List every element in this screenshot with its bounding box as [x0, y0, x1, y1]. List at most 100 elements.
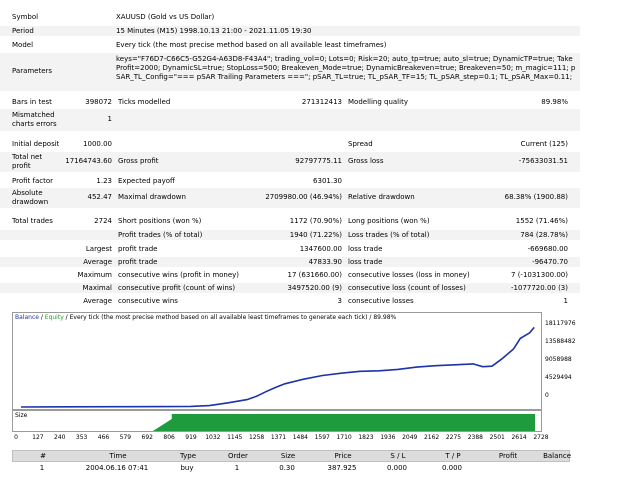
absdd-value: 452.47	[87, 193, 113, 201]
legend-description: / Every tick (the most precise method ba…	[63, 314, 397, 321]
grossloss-value: -75633031.51	[518, 157, 568, 165]
x-tick-label: 127	[32, 434, 44, 441]
column-header[interactable]: Size	[280, 452, 296, 460]
table-cell: 0.000	[386, 464, 408, 472]
period-label: Period	[12, 27, 34, 35]
y-axis-labels: 18117976 13588482 9058988 4529494 0	[545, 312, 595, 410]
ticks-value: 271312413	[301, 98, 342, 106]
table-cell: 0.000	[441, 464, 463, 472]
quality-value: 89.98%	[541, 98, 568, 106]
average-label: Average	[83, 258, 112, 266]
column-header[interactable]: Time	[109, 452, 127, 460]
largest-label: Largest	[85, 245, 112, 253]
model-value: Every tick (the most precise method base…	[116, 41, 387, 49]
x-tick-label: 1936	[380, 434, 396, 441]
symbol-label: Symbol	[12, 13, 39, 21]
avg-losses-label: consecutive losses	[348, 297, 414, 305]
bars-label: Bars in test	[12, 98, 52, 106]
largest-loss-value: -669680.00	[527, 245, 568, 253]
table-cell: 2004.06.16 07:41	[85, 464, 149, 472]
maximal-profit-value: 3497520.00 (9)	[287, 284, 342, 292]
grossprofit-value: 92797775.11	[295, 157, 342, 165]
mismatch-value: 1	[107, 115, 112, 123]
short-label: Short positions (won %)	[118, 217, 202, 225]
period-value: 15 Minutes (M15) 1998.10.13 21:00 - 2021…	[116, 27, 312, 35]
chart-plot	[20, 326, 535, 408]
x-tick-label: 2388	[467, 434, 484, 441]
absdd-label-2: drawdown	[12, 198, 49, 206]
netprofit-label-2: profit	[12, 162, 31, 170]
column-header[interactable]: S / L	[390, 452, 406, 460]
avg-losses-value: 1	[563, 297, 568, 305]
short-value: 1172 (70.90%)	[289, 217, 342, 225]
equity-line	[20, 327, 535, 408]
largest-profit-label: profit trade	[118, 245, 158, 253]
x-tick-label: 2728	[533, 434, 549, 441]
column-header[interactable]: Price	[334, 452, 352, 460]
model-label: Model	[12, 41, 34, 49]
x-tick-label: 692	[141, 434, 153, 441]
maxdd-label: Maximal drawdown	[118, 193, 186, 201]
row-maximal: Maximal consecutive profit (count of win…	[0, 283, 580, 293]
size-label: Size	[15, 412, 28, 419]
row-average: Average profit trade 47833.90 loss trade…	[0, 257, 580, 267]
x-tick-label: 240	[54, 434, 66, 441]
average-loss-value: -96470.70	[532, 258, 568, 266]
column-header[interactable]: Order	[228, 452, 248, 460]
trades-table-header: # Time Type Order Size Price S / L T / P Profit B…	[12, 450, 571, 462]
x-tick-label: 579	[119, 434, 132, 441]
pf-label: Profit factor	[12, 177, 53, 185]
row-parameters: Parameters	[0, 53, 580, 91]
spread-value: Current (125)	[520, 140, 568, 148]
spread-label: Spread	[348, 140, 373, 148]
quality-label: Modelling quality	[348, 98, 408, 106]
row-mismatch: Mismatched charts errors 1	[0, 109, 580, 131]
deposit-value: 1000.00	[83, 140, 112, 148]
profittrades-label: Profit trades (% of total)	[118, 231, 203, 239]
payoff-value: 6301.30	[313, 177, 342, 185]
row-model: Model Every tick (the most precise metho…	[0, 40, 580, 50]
maxdd-value: 2709980.00 (46.94%)	[265, 193, 342, 201]
table-row[interactable]: 1 2004.06.16 07:41 buy 1 0.30 387.925 0.000 0.0…	[12, 463, 570, 474]
column-header[interactable]: T / P	[445, 452, 461, 460]
row-period: Period 15 Minutes (M15) 1998.10.13 21:00…	[0, 26, 580, 36]
maximal-label: Maximal	[82, 284, 112, 292]
avg-wins-label: consecutive wins	[118, 297, 178, 305]
x-tick-label: 1710	[336, 434, 352, 441]
maximal-profit-label: consecutive profit (count of wins)	[118, 284, 236, 292]
y-tick-label: 0	[545, 392, 549, 399]
y-tick-label: 18117976	[545, 320, 576, 327]
x-tick-label: 1597	[314, 434, 330, 441]
parameters-value: keys="F76D7-C66C5-G52G4-A63D8-F43A4"; tr…	[116, 55, 576, 81]
maximal-loss-value: -1077720.00 (3)	[511, 284, 568, 292]
ticks-label: Ticks modelled	[118, 98, 171, 106]
legend-equity: Equity	[44, 314, 64, 321]
pf-value: 1.23	[96, 177, 112, 185]
table-cell: 1	[39, 464, 45, 472]
netprofit-value: 17164743.60	[65, 157, 112, 165]
column-header[interactable]: #	[40, 452, 46, 460]
size-plot	[152, 414, 536, 431]
mismatch-label-1: Mismatched	[12, 111, 55, 119]
average-loss-label: loss trade	[348, 258, 383, 266]
row-drawdown: Absolute drawdown 452.47 Maximal drawdow…	[0, 188, 580, 208]
absdd-label-1: Absolute	[12, 189, 43, 197]
column-header[interactable]: Type	[179, 452, 197, 460]
symbol-value: XAUUSD (Gold vs US Dollar)	[116, 13, 215, 21]
average-profit-label: profit trade	[118, 258, 158, 266]
max-wins-value: 17 (631660.00)	[287, 271, 342, 279]
y-tick-label: 9058988	[545, 356, 572, 363]
avg-wins-value: 3	[337, 297, 342, 305]
column-header[interactable]: Profit	[498, 452, 518, 460]
column-header[interactable]: Balance	[543, 452, 571, 460]
long-label: Long positions (won %)	[348, 217, 430, 225]
parameters-label: Parameters	[12, 67, 53, 75]
reldd-label: Relative drawdown	[348, 193, 415, 201]
deposit-label: Initial deposit	[12, 140, 60, 148]
x-tick-label: 0	[14, 434, 18, 441]
row-maximum: Maximum consecutive wins (profit in mone…	[0, 270, 580, 280]
x-tick-label: 353	[75, 434, 88, 441]
table-cell: 0.30	[279, 464, 295, 472]
x-tick-label: 466	[97, 434, 110, 441]
max-losses-value: 7 (-1031300.00)	[511, 271, 568, 279]
